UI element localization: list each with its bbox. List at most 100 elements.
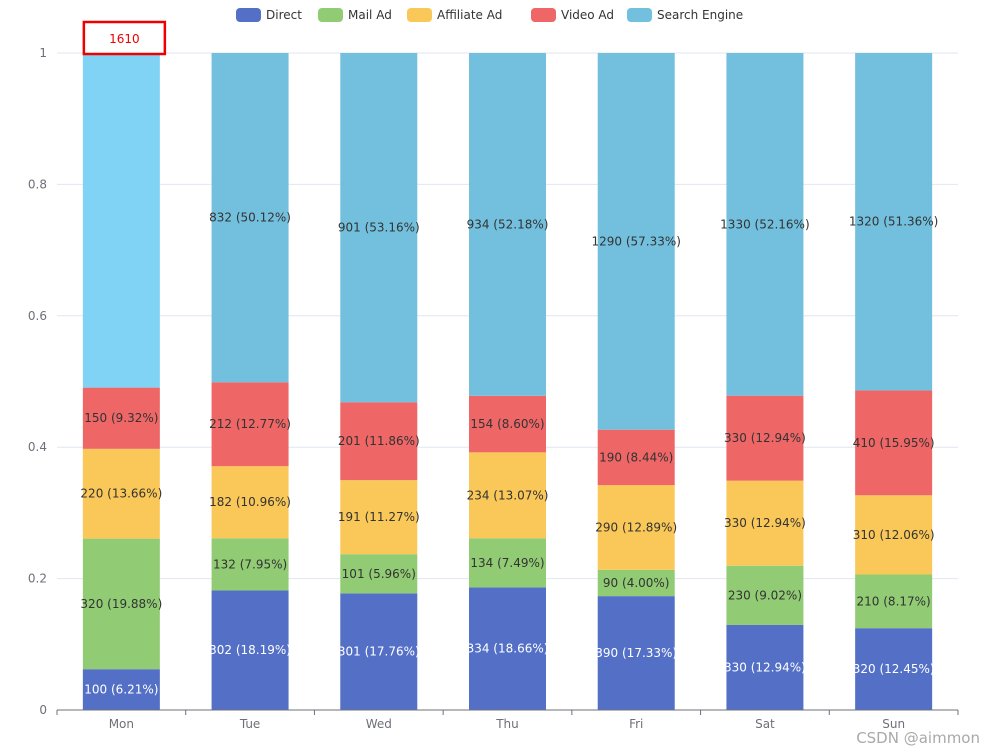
bar-segment <box>726 395 804 481</box>
highlight-label: 1610 <box>109 32 140 46</box>
highlight-layer: 1610 <box>82 20 167 56</box>
y-tick-label: 0.2 <box>28 572 47 586</box>
x-tick-label: Wed <box>366 717 392 731</box>
bar-segment <box>211 382 289 467</box>
segment-label: 182 (10.96%) <box>209 495 291 509</box>
y-tick-label: 0 <box>39 703 47 717</box>
segment-label: 330 (12.94%) <box>724 660 806 674</box>
bar-segment <box>469 538 546 588</box>
segment-label: 302 (18.19%) <box>209 643 291 657</box>
legend-swatch <box>627 8 652 22</box>
segment-label: 330 (12.94%) <box>724 516 806 530</box>
segment-label: 101 (5.96%) <box>342 567 416 581</box>
segment-label: 310 (12.06%) <box>853 528 935 542</box>
segment-label: 320 (19.88%) <box>80 597 162 611</box>
segment-label: 100 (6.21%) <box>84 683 158 697</box>
legend-label: Direct <box>266 8 302 22</box>
segment-label: 212 (12.77%) <box>209 417 291 431</box>
axes-layer: 0 0.2 0.4 0.6 0.8 1 Mon Tue Wed Thu Fri Sat Sun <box>28 46 959 731</box>
legend-label: Video Ad <box>561 8 614 22</box>
segment-label: 320 (12.45%) <box>853 662 935 676</box>
segment-label: 301 (17.76%) <box>338 645 420 659</box>
x-tick-label: Mon <box>109 717 134 731</box>
segment-label: 154 (8.60%) <box>470 417 544 431</box>
segment-label: 832 (50.12%) <box>209 211 291 225</box>
segment-label: 190 (8.44%) <box>599 450 673 464</box>
highlight-box <box>82 20 167 56</box>
legend-swatch <box>407 8 432 22</box>
segment-label: 150 (9.32%) <box>84 411 158 425</box>
y-tick-label: 0.8 <box>28 177 47 191</box>
bar-segment <box>726 480 804 566</box>
segment-label: 290 (12.89%) <box>595 521 677 535</box>
bar-segment <box>469 53 546 396</box>
bar-segment <box>211 590 289 710</box>
legend-label: Affiliate Ad <box>437 8 502 22</box>
legend: Direct Mail Ad Affiliate Ad Video Ad Search … <box>236 8 743 22</box>
legend-swatch <box>531 8 556 22</box>
x-tick-label: Tue <box>239 717 261 731</box>
bar-segment <box>855 390 933 496</box>
bars-layer <box>82 53 933 710</box>
x-tick-label: Sun <box>882 717 905 731</box>
segment-label: 330 (12.94%) <box>724 431 806 445</box>
x-tick-label: Fri <box>629 717 643 731</box>
legend-swatch <box>236 8 261 22</box>
bar-segment <box>597 429 675 486</box>
y-tick-label: 0.4 <box>28 440 47 454</box>
bar-segment <box>340 480 418 555</box>
bar-segment <box>340 593 418 710</box>
bar-segment <box>855 495 933 575</box>
bar-segment <box>855 628 933 710</box>
segment-label: 390 (17.33%) <box>595 646 677 660</box>
segment-label: 1330 (52.16%) <box>720 217 809 231</box>
bar-segment <box>340 554 418 594</box>
bar-segment <box>726 624 804 710</box>
bar-segment <box>855 53 933 391</box>
segment-label: 220 (13.66%) <box>80 487 162 501</box>
bar-segment <box>597 53 675 430</box>
y-tick-label: 1 <box>39 46 47 60</box>
segment-label: 134 (7.49%) <box>470 556 544 570</box>
bar-segment <box>211 538 289 591</box>
bar-segment <box>469 395 546 453</box>
legend-swatch <box>318 8 343 22</box>
bar-segment <box>597 569 675 597</box>
segment-label: 230 (9.02%) <box>728 588 802 602</box>
segment-label: 334 (18.66%) <box>467 642 549 656</box>
legend-label: Mail Ad <box>348 8 392 22</box>
bar-segment <box>469 452 546 539</box>
bar-segment <box>82 538 160 670</box>
bar-segment <box>726 565 804 625</box>
bar-segment <box>340 402 418 481</box>
legend-label: Search Engine <box>657 8 743 22</box>
bar-segment <box>855 574 933 629</box>
bar-segment <box>211 53 289 383</box>
segment-label: 934 (52.18%) <box>467 217 549 231</box>
x-tick-label: Thu <box>495 717 519 731</box>
segment-label: 1320 (51.36%) <box>849 215 938 229</box>
bar-segment <box>469 587 546 710</box>
segment-label: 210 (8.17%) <box>857 594 931 608</box>
segment-label: 90 (4.00%) <box>603 576 670 590</box>
bar-segment <box>211 466 289 539</box>
segment-label: 201 (11.86%) <box>338 434 420 448</box>
bar-segment <box>597 596 675 710</box>
x-tick-label: Sat <box>755 717 775 731</box>
bar-segment <box>82 387 160 449</box>
segment-label: 410 (15.95%) <box>853 436 935 450</box>
bar-segment <box>726 53 804 396</box>
segment-label: 132 (7.95%) <box>213 557 287 571</box>
bar-segment <box>82 669 160 710</box>
segment-label: 234 (13.07%) <box>467 488 549 502</box>
bar-segment <box>82 448 160 539</box>
segment-label: 901 (53.16%) <box>338 221 420 235</box>
segment-label: 1290 (57.33%) <box>591 234 680 248</box>
bar-segment <box>340 53 418 403</box>
segment-label: 191 (11.27%) <box>338 510 420 524</box>
bar-segment <box>597 485 675 570</box>
segment-labels-layer: 100 (6.21%) 320 (19.88%) 220 (13.66%) 150 (… <box>80 211 938 697</box>
bar-segment <box>82 53 160 388</box>
watermark: CSDN @aimmon <box>856 729 980 747</box>
